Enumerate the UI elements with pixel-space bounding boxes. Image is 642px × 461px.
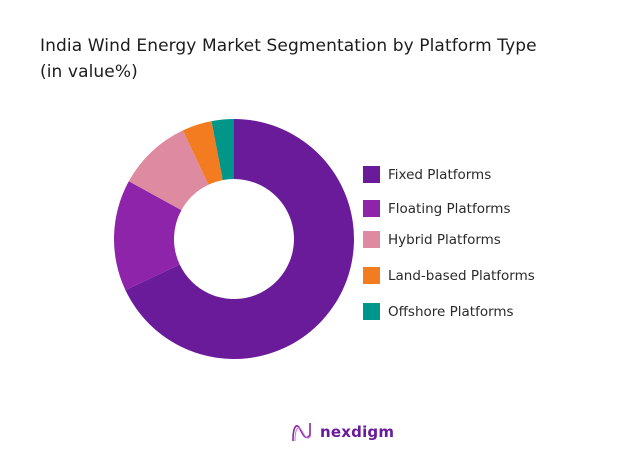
donut-slice-fixed-platforms — [125, 119, 355, 359]
nexdigm-wave-icon — [292, 423, 312, 442]
legend-label: Land-based Platforms — [388, 267, 535, 284]
legend-swatch — [363, 267, 380, 284]
legend-label: Offshore Platforms — [388, 303, 514, 320]
brand-logo: nexdigm — [290, 421, 394, 443]
donut-slice-floating-platforms — [114, 181, 182, 291]
chart-title: India Wind Energy Market Segmentation by… — [40, 33, 537, 85]
legend-swatch — [363, 166, 380, 183]
legend-item-offshore: Offshore Platforms — [363, 303, 514, 320]
donut-slice-offshore-platforms — [211, 119, 234, 181]
chart-title-line2: (in value%) — [40, 62, 138, 82]
legend-swatch — [363, 200, 380, 217]
legend-label: Floating Platforms — [388, 200, 511, 217]
donut-slices — [114, 119, 355, 359]
legend-item-floating: Floating Platforms — [363, 200, 510, 217]
donut-slice-hybrid-platforms — [128, 130, 209, 211]
legend-item-land-based: Land-based Platforms — [363, 267, 535, 284]
legend-swatch — [363, 303, 380, 320]
brand-name: nexdigm — [320, 423, 395, 441]
legend-item-hybrid: Hybrid Platforms — [363, 231, 501, 248]
donut-slice-land-based-platforms — [182, 121, 223, 185]
legend-label: Hybrid Platforms — [388, 231, 501, 248]
legend-swatch — [363, 231, 380, 248]
chart-title-line1: India Wind Energy Market Segmentation by… — [40, 36, 537, 56]
legend-item-fixed: Fixed Platforms — [363, 166, 491, 183]
legend-label: Fixed Platforms — [388, 166, 492, 183]
